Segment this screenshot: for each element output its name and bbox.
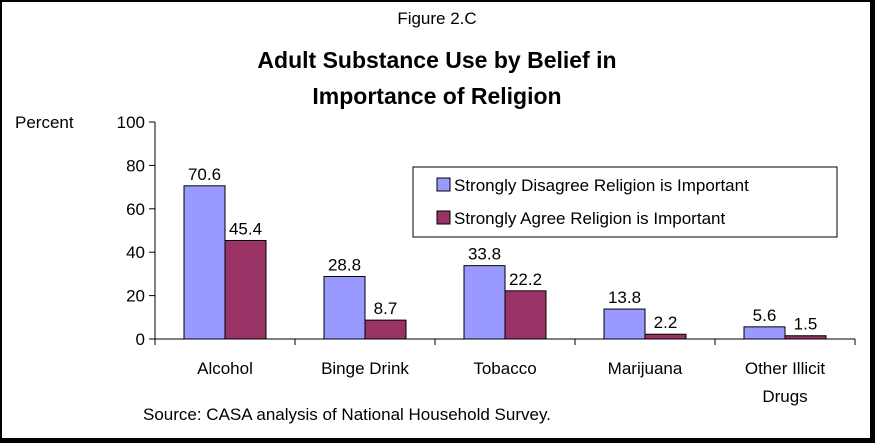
bar-disagree bbox=[603, 308, 646, 340]
bar-disagree bbox=[323, 276, 366, 340]
y-axis-label: Percent bbox=[15, 113, 74, 132]
data-label: 8.7 bbox=[374, 299, 398, 318]
legend-box bbox=[412, 166, 838, 238]
data-label: 33.8 bbox=[468, 245, 501, 264]
legend-label-agree: Strongly Agree Religion is Important bbox=[454, 209, 725, 228]
x-tick-label-line2: Drugs bbox=[762, 387, 807, 406]
y-tick-label: 100 bbox=[117, 113, 145, 132]
y-tick-label: 40 bbox=[126, 243, 145, 262]
y-tick-label: 60 bbox=[126, 200, 145, 219]
chart-title-line2: Importance of Religion bbox=[312, 83, 561, 109]
x-tick-label: Binge Drink bbox=[321, 359, 409, 378]
bar-agree bbox=[364, 319, 407, 340]
x-tick-label: Marijuana bbox=[608, 359, 683, 378]
y-tick-label: 20 bbox=[126, 287, 145, 306]
data-label: 45.4 bbox=[229, 219, 262, 238]
y-tick-label: 80 bbox=[126, 156, 145, 175]
legend-swatch-disagree bbox=[436, 177, 451, 192]
data-label: 1.5 bbox=[794, 315, 818, 334]
legend: Strongly Disagree Religion is Important … bbox=[412, 166, 838, 238]
chart-title-line1: Adult Substance Use by Belief in bbox=[257, 47, 616, 73]
data-label: 5.6 bbox=[753, 306, 777, 325]
y-axis: 0 20 40 60 80 100 bbox=[117, 113, 156, 349]
legend-label-disagree: Strongly Disagree Religion is Important bbox=[454, 176, 749, 195]
bar-agree bbox=[224, 239, 267, 340]
bar-agree bbox=[644, 333, 687, 340]
data-label: 13.8 bbox=[608, 288, 641, 307]
data-label: 2.2 bbox=[654, 313, 678, 332]
y-tick-label: 0 bbox=[136, 330, 145, 349]
x-tick-label: Alcohol bbox=[197, 359, 253, 378]
x-tick-label: Tobacco bbox=[473, 359, 536, 378]
data-label: 22.2 bbox=[509, 270, 542, 289]
bar-disagree bbox=[743, 326, 786, 340]
bar-agree bbox=[504, 290, 547, 340]
figure-label: Figure 2.C bbox=[397, 9, 476, 28]
x-axis: Alcohol Binge Drink Tobacco Marijuana Other … bbox=[154, 338, 856, 406]
data-label: 28.8 bbox=[328, 256, 361, 275]
bar-disagree bbox=[463, 265, 506, 340]
x-tick-label: Other Illicit bbox=[745, 359, 826, 378]
legend-swatch-agree bbox=[436, 210, 451, 225]
source-note: Source: CASA analysis of National Househ… bbox=[143, 405, 551, 424]
bar-disagree bbox=[183, 185, 226, 340]
data-label: 70.6 bbox=[188, 165, 221, 184]
